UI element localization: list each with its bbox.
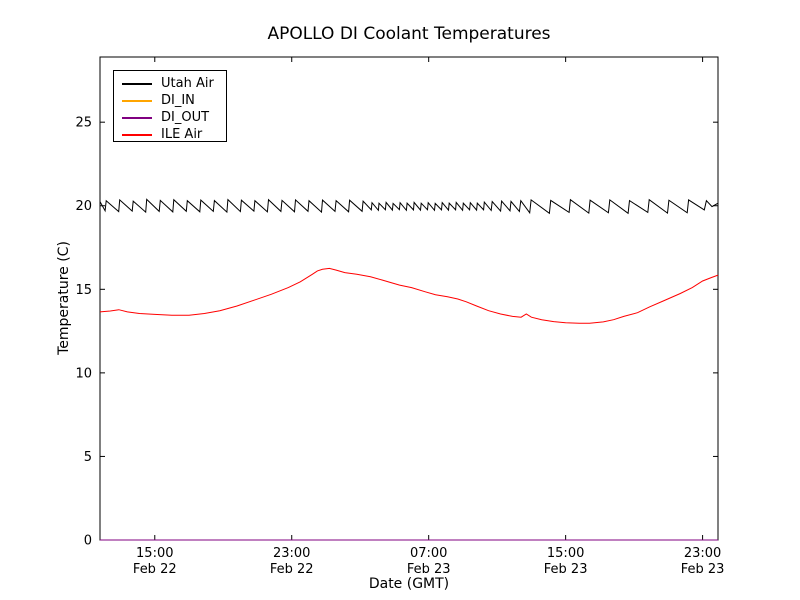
x-tick-label-date: Feb 23 [681, 562, 725, 577]
x-tick-label-date: Feb 23 [544, 562, 588, 577]
y-tick-label: 10 [75, 366, 92, 381]
y-tick-label: 25 [75, 116, 92, 131]
legend-item-utah-air: Utah Air [122, 75, 214, 92]
x-tick-label-date: Feb 22 [133, 562, 177, 577]
legend-item-label: DI_OUT [161, 110, 210, 125]
series-line-ile-air [99, 267, 719, 324]
legend-item-di-in: DI_IN [122, 92, 214, 109]
x-tick-label-time: 15:00 [547, 546, 584, 561]
y-tick-label: 15 [75, 283, 92, 298]
x-tick-label-date: Feb 23 [407, 562, 451, 577]
legend: Utah Air DI_IN DI_OUT ILE Air [113, 70, 227, 142]
legend-item-label: Utah Air [161, 76, 214, 91]
y-tick-label: 0 [84, 534, 92, 549]
legend-line-swatch [122, 82, 152, 85]
x-tick-label-time: 23:00 [273, 546, 310, 561]
legend-line-swatch [122, 99, 152, 102]
x-tick-label-time: 15:00 [136, 546, 173, 561]
legend-item-label: ILE Air [161, 127, 203, 142]
legend-line-swatch [122, 116, 152, 119]
x-axis-label: Date (GMT) [368, 576, 450, 592]
y-tick-label: 5 [84, 450, 92, 465]
x-tick-label-time: 23:00 [684, 546, 721, 561]
series-line-utah-air [99, 198, 719, 215]
legend-item-label: DI_IN [161, 93, 195, 108]
x-tick-label-time: 07:00 [410, 546, 447, 561]
chart-title: APOLLO DI Coolant Temperatures [267, 24, 551, 44]
x-tick-label-date: Feb 22 [270, 562, 314, 577]
legend-line-swatch [122, 133, 152, 136]
y-tick-label: 20 [75, 199, 92, 214]
legend-item-di-out: DI_OUT [122, 109, 214, 126]
legend-item-ile-air: ILE Air [122, 126, 214, 143]
